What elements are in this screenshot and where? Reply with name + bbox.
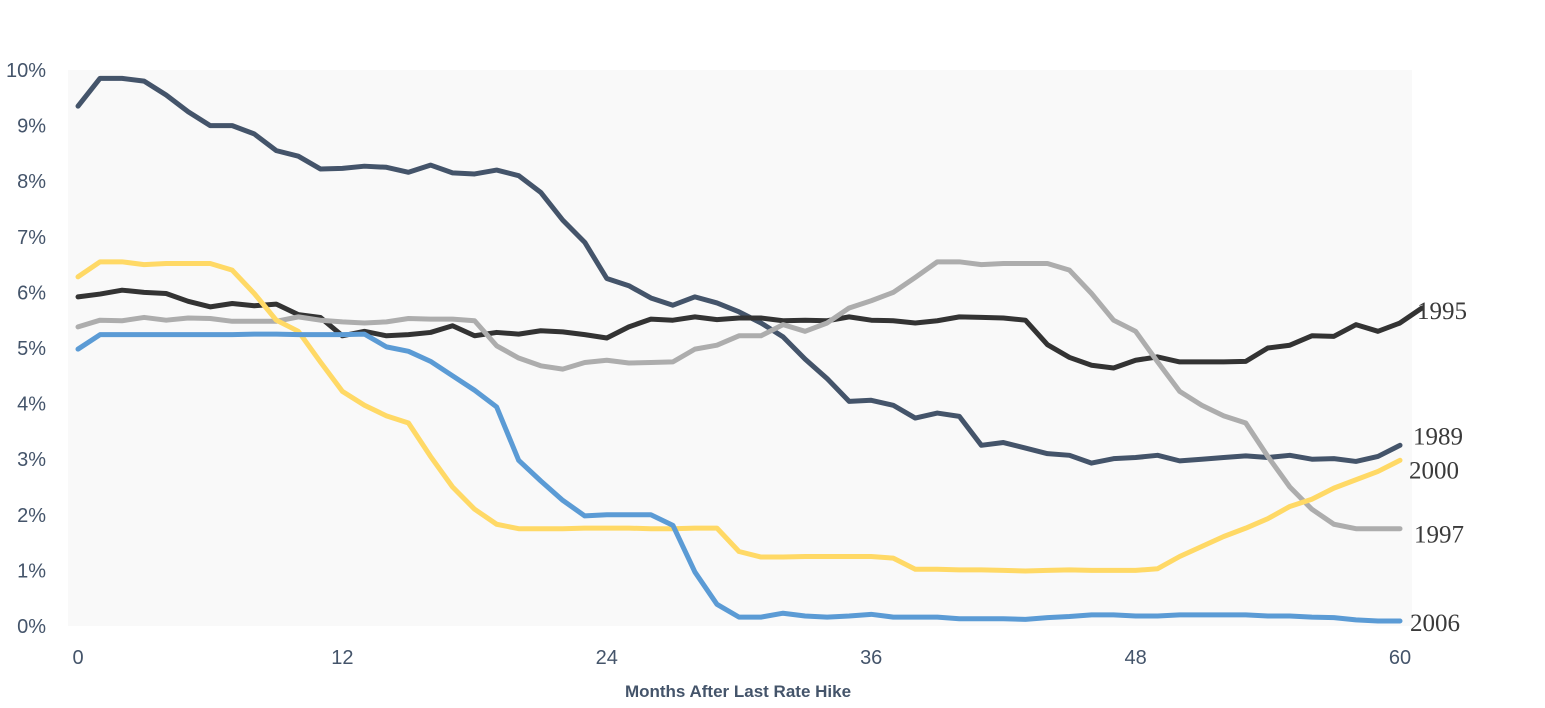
- y-tick-label: 8%: [17, 171, 46, 193]
- y-tick-label: 6%: [17, 282, 46, 304]
- y-tick-label: 5%: [17, 338, 46, 360]
- y-axis-tick-labels: 0% 1% 2% 3% 4% 5% 6% 7% 8% 9% 10%: [6, 60, 46, 638]
- y-tick-label: 4%: [17, 394, 46, 416]
- series-line-2006: [75, 331, 1403, 624]
- y-tick-label: 1%: [17, 560, 46, 582]
- x-tick-label: 36: [860, 647, 882, 669]
- plot-area-background: [68, 70, 1412, 626]
- y-tick-label: 2%: [17, 505, 46, 527]
- series-label-1995: 1995: [1417, 298, 1467, 325]
- x-tick-label: 48: [1124, 647, 1146, 669]
- series-label-1989: 1989: [1413, 423, 1463, 450]
- series-lines: [75, 75, 1425, 624]
- series-label-2000: 2000: [1409, 457, 1459, 484]
- series-line-1989: [75, 75, 1403, 466]
- y-tick-label: 3%: [17, 449, 46, 471]
- x-axis-tick-labels: 0 12 24 36 48 60: [72, 647, 1411, 669]
- x-tick-label: 60: [1389, 647, 1411, 669]
- y-tick-label: 10%: [6, 60, 46, 82]
- series-line-2000: [75, 259, 1403, 574]
- series-end-labels: 1995 1989 2000 1997 2006: [1409, 298, 1467, 637]
- y-tick-label: 0%: [17, 616, 46, 638]
- y-tick-label: 9%: [17, 116, 46, 138]
- x-tick-label: 24: [596, 647, 618, 669]
- series-line-1997: [75, 259, 1403, 532]
- x-tick-label: 0: [72, 647, 83, 669]
- y-tick-label: 7%: [17, 227, 46, 249]
- x-axis-title: Months After Last Rate Hike: [625, 682, 851, 701]
- x-tick-label: 12: [331, 647, 353, 669]
- series-label-1997: 1997: [1414, 522, 1464, 549]
- series-label-2006: 2006: [1410, 610, 1460, 637]
